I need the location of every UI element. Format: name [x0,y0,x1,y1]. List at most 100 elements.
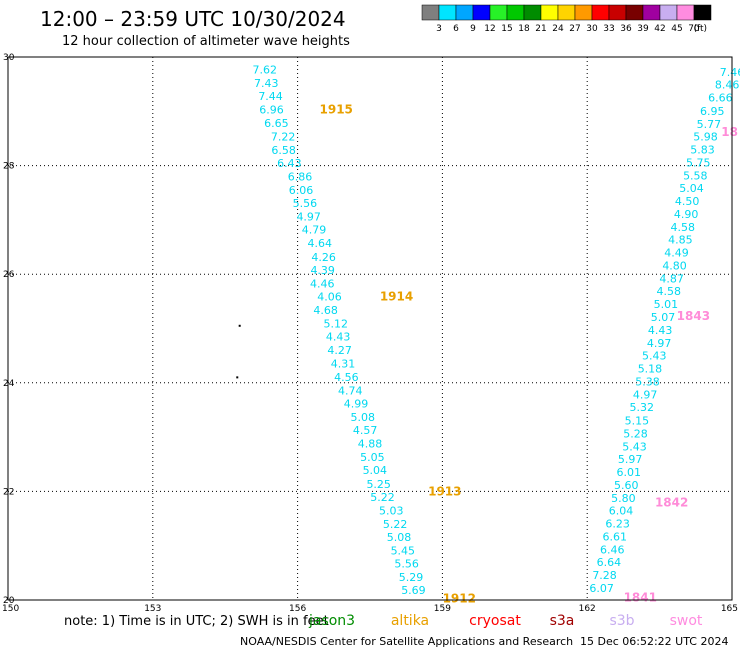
colorbar-swatch [676,4,695,21]
wave-height-value: 4.88 [358,438,383,451]
satellite-legend: jason3 altika cryosat s3a s3b swot [308,613,703,629]
pass-number-label: 1841 [624,590,657,604]
colorbar-label: 39 [637,24,649,34]
colorbar-swatch [506,4,525,21]
wave-height-value: 5.38 [635,376,660,389]
wave-height-value: 4.56 [334,371,359,384]
colorbar-swatch [421,4,440,21]
wave-height-value: 6.01 [616,466,641,479]
wave-height-value: 6.43 [277,157,302,170]
colorbar-swatch [489,4,508,21]
wave-height-value: 4.68 [313,304,338,317]
wave-height-value: 6.86 [288,170,313,183]
wave-height-value: 4.58 [657,285,682,298]
colorbar-unit: (ft) [693,24,707,34]
y-tick-label: 28 [3,162,15,172]
note-text: note: 1) Time is in UTC; 2) SWH is in fe… [64,614,329,629]
wave-height-value: 5.18 [638,363,663,376]
point-marker [238,324,241,327]
wave-height-value: 4.50 [675,195,700,208]
y-tick-label: 20 [3,596,15,606]
wave-height-value: 5.97 [618,453,643,466]
axis-ticks: 150 153 156 159 162 165 20 22 24 26 28 30 [2,53,738,614]
colorbar-swatch [693,4,712,21]
colorbar-label: 70 [688,24,700,34]
x-tick-label: 165 [721,604,738,614]
wave-height-value: 5.69 [401,584,426,597]
wave-height-value: 4.97 [633,389,658,402]
colorbar-label: 21 [535,24,546,34]
wave-height-value: 6.06 [289,184,314,197]
pass-number-label: 1913 [428,484,461,498]
chart-title: 12:00 – 23:59 UTC 10/30/2024 [40,7,346,31]
wave-height-value: 5.43 [642,350,667,363]
wave-height-value: 5.04 [363,464,388,477]
point-marker [236,376,239,379]
colorbar-label: 27 [569,24,580,34]
wave-height-value: 4.85 [668,233,693,246]
wave-height-value: 5.29 [399,571,424,584]
x-tick-label: 156 [289,604,306,614]
wave-height-value: 7.22 [271,130,296,143]
footer-org: NOAA/NESDIS Center for Satellite Applica… [240,635,573,648]
wave-height-value: 5.12 [323,318,348,331]
wave-height-value: 7.46 [720,66,740,79]
wave-height-value: 5.04 [679,182,704,195]
colorbar-label: 36 [620,24,632,34]
wave-height-value: 7.44 [258,90,283,103]
wave-height-value: 5.32 [629,401,654,414]
wave-height-value: 5.25 [366,478,391,491]
wave-height-value: 5.22 [383,518,408,531]
colorbar-label: 30 [586,24,598,34]
pass-number-label: 18 [721,125,738,139]
y-tick-label: 24 [3,379,15,389]
satellite-legend-cryosat: cryosat [469,613,521,629]
colorbar-swatch [523,4,542,21]
colorbar-label: 15 [501,24,512,34]
wave-height-value: 4.90 [674,208,699,221]
colorbar-label: 3 [436,24,442,34]
wave-height-value: 6.46 [600,544,625,557]
wave-height-value: 4.31 [331,357,356,370]
wave-height-value: 4.97 [296,211,321,224]
wave-height-value: 4.58 [671,221,696,234]
colorbar-label: 42 [654,24,665,34]
wave-height-value: 5.01 [654,298,679,311]
colorbar-swatch [625,4,644,21]
wave-height-value: 5.83 [690,143,715,156]
pass-number-label: 1915 [320,103,353,117]
y-tick-label: 22 [3,487,14,497]
y-tick-label: 26 [3,270,15,280]
wave-height-value: 4.57 [353,424,378,437]
x-tick-label: 159 [434,604,451,614]
wave-height-value: 5.08 [351,411,376,424]
pass-number-label: 1842 [655,495,688,509]
colorbar-label: 24 [552,24,564,34]
colorbar-swatch [455,4,474,21]
wave-height-value: 5.08 [387,531,412,544]
pass-number-label: 1914 [380,289,413,303]
wave-height-value: 5.28 [623,427,648,440]
colorbar-label: 18 [518,24,530,34]
wave-height-value: 5.05 [360,451,385,464]
wave-height-value: 5.15 [625,414,650,427]
colorbar-swatch [608,4,627,21]
wave-height-value: 4.06 [317,290,342,303]
wave-height-value: 5.22 [370,491,395,504]
colorbar-swatch [659,4,678,21]
wave-height-value: 4.26 [311,251,336,264]
wave-height-value: 8.46 [715,79,740,92]
wave-height-value: 6.96 [259,104,284,117]
satellite-legend-swot: swot [670,613,703,629]
grid [8,57,732,600]
wave-height-value: 6.07 [589,582,614,595]
wave-height-value: 5.77 [697,118,722,131]
wave-height-value: 4.80 [662,260,687,273]
wave-height-value: 7.43 [254,77,279,90]
wave-height-value: 5.80 [611,492,636,505]
pass-labels: 1915 1914 1913 1912 18 1843 1842 1841 [320,103,738,606]
wave-height-value: 6.65 [264,117,289,130]
plot-frame [7,56,733,601]
wave-height-value: 4.46 [310,277,335,290]
